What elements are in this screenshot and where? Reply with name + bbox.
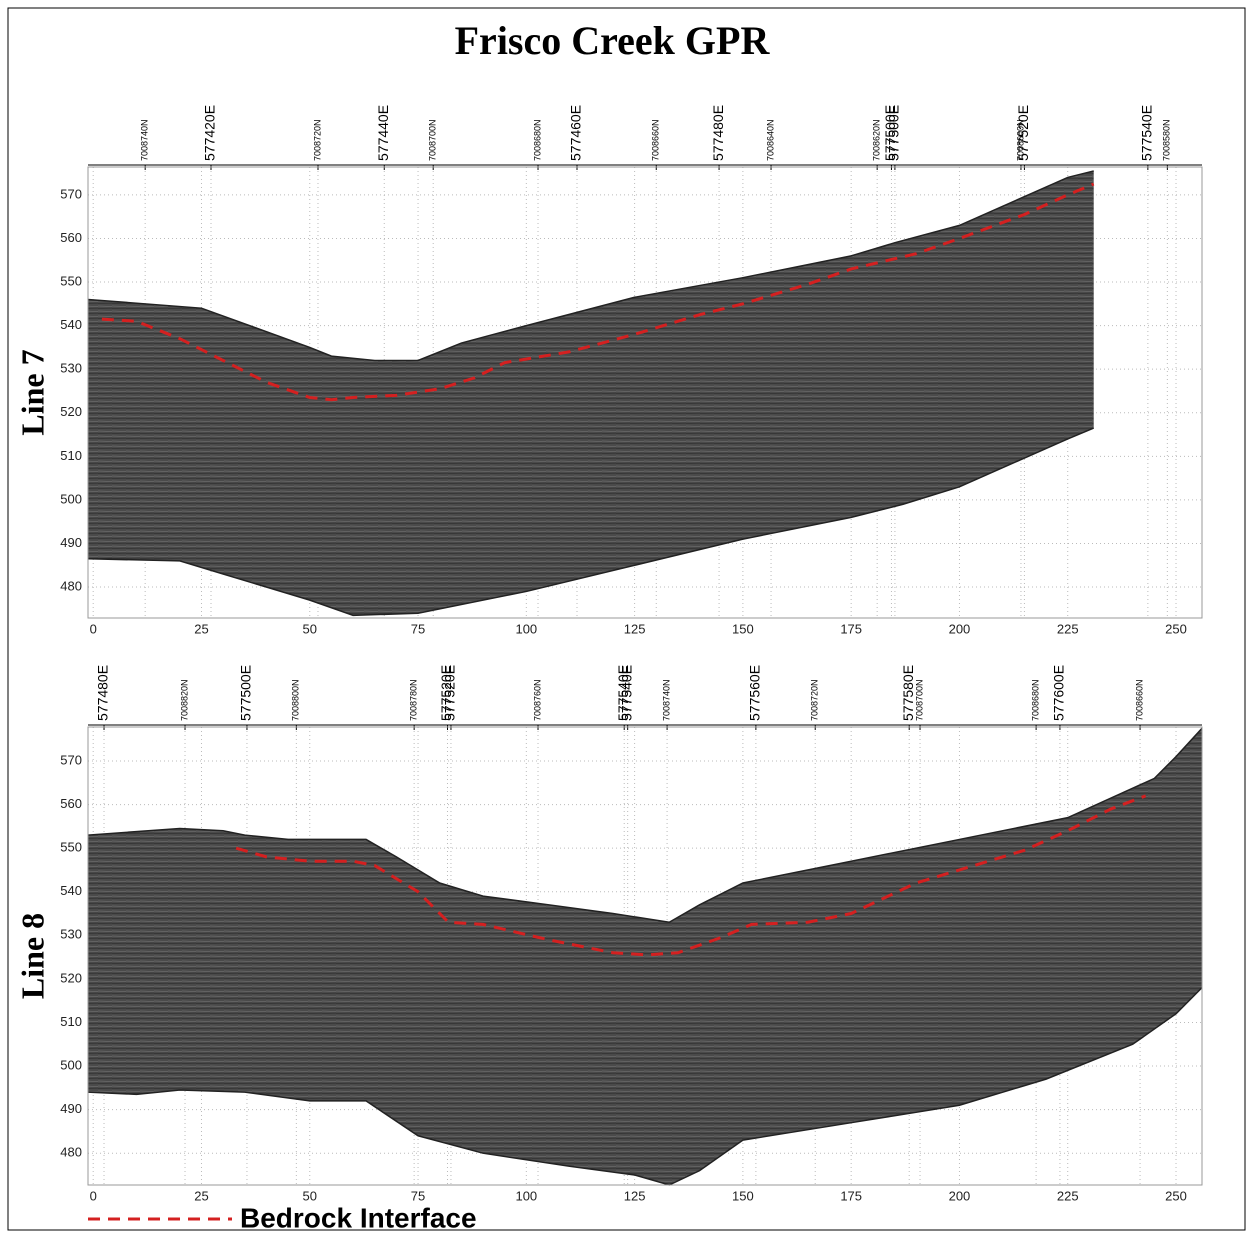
top-tick-label: 577520E — [1015, 105, 1031, 161]
x-tick-label: 225 — [1057, 621, 1079, 636]
top-tick-label: 577560E — [747, 665, 763, 721]
x-tick-label: 0 — [90, 621, 97, 636]
y-tick-label: 560 — [60, 796, 82, 811]
y-tick-label: 510 — [60, 448, 82, 463]
x-tick-label: 150 — [732, 621, 754, 636]
x-tick-label: 25 — [194, 621, 208, 636]
top-tick-label: 577500E — [238, 665, 254, 721]
top-tick-label: 577600E — [1051, 665, 1067, 721]
x-tick-label: 75 — [411, 621, 425, 636]
y-tick-label: 490 — [60, 535, 82, 550]
y-tick-label: 490 — [60, 1101, 82, 1116]
y-tick-label: 570 — [60, 752, 82, 767]
top-tick-label: 577440E — [375, 105, 391, 161]
top-tick-label: 577480E — [710, 105, 726, 161]
y-tick-label: 540 — [60, 317, 82, 332]
top-tick-label: 7008680N — [532, 119, 542, 161]
x-tick-label: 0 — [90, 1188, 97, 1203]
figure: Frisco Creek GPR Bedrock Interface 0 25 50… — [0, 0, 1253, 1233]
y-tick-label: 530 — [60, 361, 82, 376]
figure-title: Frisco Creek GPR — [455, 18, 771, 63]
y-tick-label: 530 — [60, 927, 82, 942]
top-tick-label: 577500E — [886, 105, 902, 161]
x-tick-label: 250 — [1165, 621, 1187, 636]
x-tick-label: 50 — [303, 1188, 317, 1203]
top-tick-label: 7008680N — [1030, 679, 1040, 721]
top-tick-label: 577460E — [568, 105, 584, 161]
y-tick-label: 570 — [60, 186, 82, 201]
top-tick-label: 7008620N — [872, 119, 882, 161]
x-tick-label: 200 — [949, 1188, 971, 1203]
top-tick-label: 7008740N — [140, 119, 150, 161]
top-tick-label: 7008720N — [312, 119, 322, 161]
x-tick-label: 100 — [515, 1188, 537, 1203]
x-tick-label: 75 — [411, 1188, 425, 1203]
top-tick-label: 7008820N — [179, 679, 189, 721]
y-axis-label: Line 8 — [14, 913, 50, 999]
top-tick-label: 7008700N — [914, 679, 924, 721]
top-tick-label: 577520E — [442, 665, 458, 721]
top-tick-label: 7008660N — [651, 119, 661, 161]
top-tick-label: 577540E — [1139, 105, 1155, 161]
top-tick-label: 7008700N — [428, 119, 438, 161]
radargram — [88, 171, 1094, 615]
top-tick-label: 577540E — [618, 665, 634, 721]
y-tick-label: 550 — [60, 273, 82, 288]
top-tick-label: 577420E — [202, 105, 218, 161]
top-tick-label: 7008800N — [291, 679, 301, 721]
panel: 0 25 50 75 100 125 150 175 200 225 250 480 490 500 510… — [14, 665, 1202, 1204]
top-tick-label: 7008780N — [409, 679, 419, 721]
y-tick-label: 560 — [60, 230, 82, 245]
y-tick-label: 500 — [60, 1057, 82, 1072]
radargram — [88, 728, 1202, 1185]
top-tick-label: 7008760N — [532, 679, 542, 721]
top-tick-label: 7008740N — [661, 679, 671, 721]
y-tick-label: 480 — [60, 1145, 82, 1160]
y-tick-label: 500 — [60, 491, 82, 506]
y-tick-label: 550 — [60, 840, 82, 855]
legend-label: Bedrock Interface — [240, 1202, 477, 1233]
top-tick-label: 7008640N — [765, 119, 775, 161]
x-tick-label: 125 — [624, 621, 646, 636]
panel: 0 25 50 75 100 125 150 175 200 225 250 480 490 500 510… — [14, 105, 1202, 637]
x-tick-label: 25 — [194, 1188, 208, 1203]
y-tick-label: 510 — [60, 1014, 82, 1029]
y-axis-label: Line 7 — [14, 349, 50, 435]
top-tick-label: 7008660N — [1134, 679, 1144, 721]
y-tick-label: 540 — [60, 883, 82, 898]
x-tick-label: 50 — [303, 621, 317, 636]
x-tick-label: 250 — [1165, 1188, 1187, 1203]
top-tick-label: 577480E — [95, 665, 111, 721]
y-tick-label: 480 — [60, 578, 82, 593]
x-tick-label: 125 — [624, 1188, 646, 1203]
x-tick-label: 175 — [840, 621, 862, 636]
x-tick-label: 225 — [1057, 1188, 1079, 1203]
y-tick-label: 520 — [60, 970, 82, 985]
x-tick-label: 200 — [949, 621, 971, 636]
x-tick-label: 150 — [732, 1188, 754, 1203]
y-tick-label: 520 — [60, 404, 82, 419]
x-tick-label: 175 — [840, 1188, 862, 1203]
top-tick-label: 7008580N — [1162, 119, 1172, 161]
top-tick-label: 7008720N — [810, 679, 820, 721]
x-tick-label: 100 — [515, 621, 537, 636]
